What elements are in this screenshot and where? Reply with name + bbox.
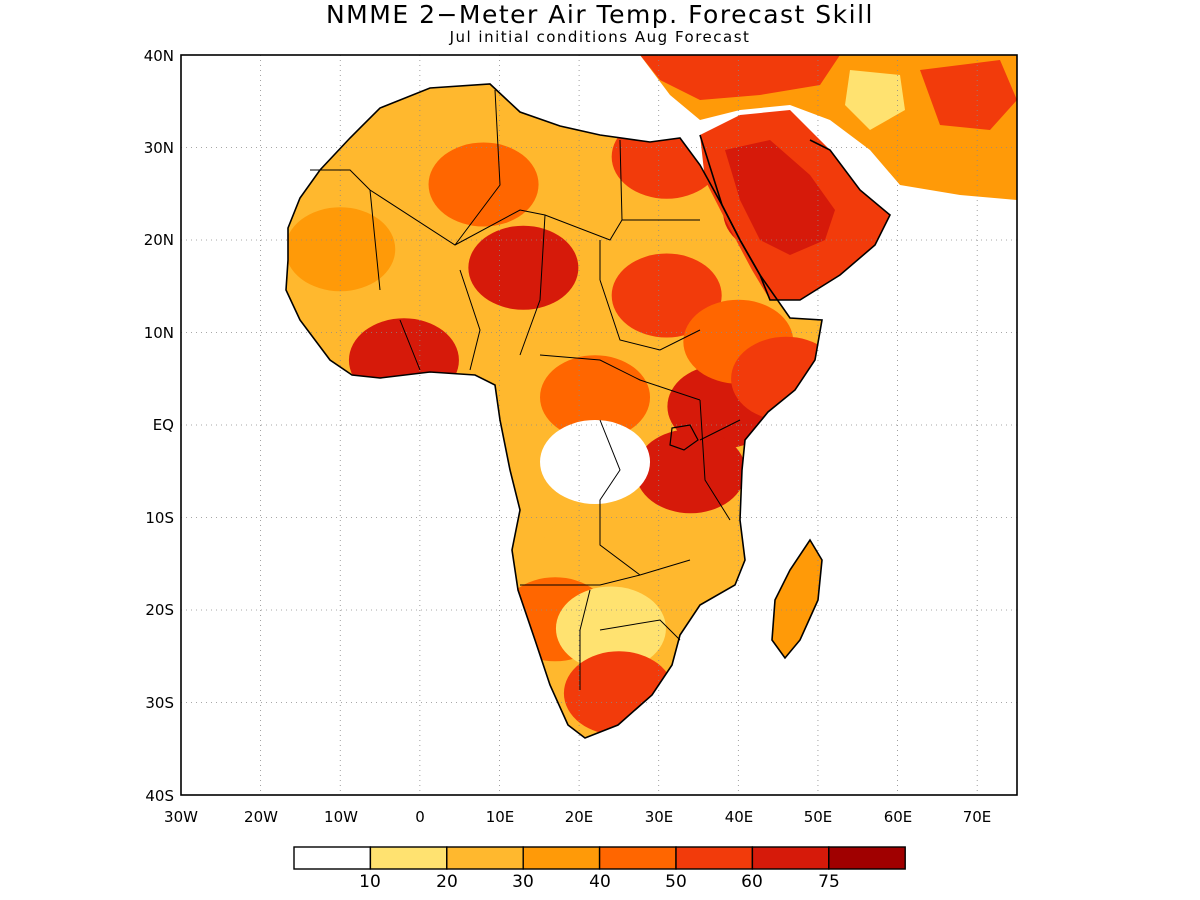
y-tick-label: 40N bbox=[144, 47, 174, 65]
x-tick-label: 50E bbox=[804, 808, 833, 826]
colorbar-label: 50 bbox=[665, 872, 687, 892]
y-tick-label: 20N bbox=[144, 231, 174, 249]
colorbar-swatch bbox=[293, 846, 372, 870]
colorbar-swatch bbox=[828, 846, 906, 870]
colorbar-swatch bbox=[369, 846, 448, 870]
colorbar-label: 60 bbox=[741, 872, 763, 892]
arabia-coastline bbox=[699, 134, 891, 301]
skill-region bbox=[540, 355, 651, 440]
skill-field-iran-white bbox=[845, 70, 905, 130]
colorbar-swatch bbox=[446, 846, 524, 870]
skill-region bbox=[540, 420, 651, 504]
colorbar-label: 75 bbox=[818, 872, 840, 892]
x-tick-label: 70E bbox=[963, 808, 992, 826]
colorbar-label: 20 bbox=[436, 872, 458, 892]
skill-region bbox=[286, 207, 396, 292]
x-tick-label: 30E bbox=[645, 808, 674, 826]
skill-field-arabia-core bbox=[725, 140, 835, 255]
x-tick-label: 20E bbox=[565, 808, 594, 826]
country-borders bbox=[310, 89, 741, 690]
y-tick-label: EQ bbox=[153, 416, 174, 434]
skill-region bbox=[428, 142, 539, 227]
skill-field-pakistan bbox=[920, 60, 1017, 130]
map-title: NMME 2−Meter Air Temp. Forecast Skill bbox=[325, 0, 874, 29]
x-tick-label: 60E bbox=[884, 808, 913, 826]
y-tick-label: 30N bbox=[144, 139, 174, 157]
x-tick-label: 20W bbox=[244, 808, 278, 826]
gridlines bbox=[181, 55, 1017, 795]
map-subtitle: Jul initial conditions Aug Forecast bbox=[449, 28, 751, 46]
colorbar-swatch bbox=[675, 846, 754, 870]
colorbar-label: 10 bbox=[359, 872, 381, 892]
colorbar-label: 40 bbox=[589, 872, 611, 892]
colorbar-swatch bbox=[598, 846, 677, 870]
skill-field-turkey bbox=[640, 55, 840, 100]
y-tick-label: 30S bbox=[145, 694, 174, 712]
lake-victoria bbox=[669, 424, 699, 451]
plot-frame bbox=[180, 54, 1018, 796]
colorbar-swatch bbox=[522, 846, 601, 870]
skill-region bbox=[540, 512, 651, 597]
africa-coastline bbox=[285, 83, 823, 739]
x-axis: 30W 20W 10W 0 10E 20E 30E 40E 50E 60E 70… bbox=[164, 808, 991, 826]
colorbar-labels: 10 20 30 40 50 60 75 bbox=[359, 872, 840, 892]
y-tick-label: 40S bbox=[145, 787, 174, 805]
skill-region bbox=[611, 253, 722, 338]
y-tick-label: 20S bbox=[145, 601, 174, 619]
y-tick-label: 10N bbox=[144, 324, 174, 342]
skill-field-madagascar bbox=[772, 540, 822, 658]
colorbar-swatch bbox=[751, 846, 830, 870]
skill-region bbox=[468, 225, 579, 310]
x-tick-label: 0 bbox=[415, 808, 425, 826]
x-tick-label: 10W bbox=[324, 808, 358, 826]
x-tick-label: 30W bbox=[164, 808, 198, 826]
colorbar bbox=[293, 846, 906, 870]
madagascar-coastline bbox=[771, 538, 823, 660]
skill-region bbox=[635, 429, 746, 514]
x-tick-label: 10E bbox=[486, 808, 515, 826]
y-tick-label: 10S bbox=[145, 509, 174, 527]
colorbar-label: 30 bbox=[512, 872, 534, 892]
y-axis: 40N 30N 20N 10N EQ 10S 20S 30S 40S bbox=[144, 47, 174, 805]
x-tick-label: 40E bbox=[725, 808, 754, 826]
